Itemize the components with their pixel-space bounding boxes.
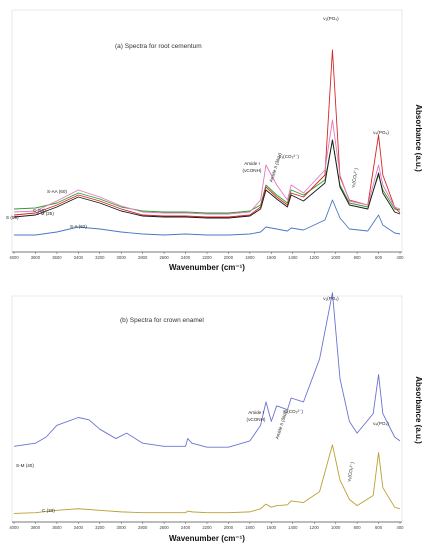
series-label: S (59) bbox=[6, 215, 19, 220]
series-line bbox=[13, 444, 401, 514]
x-tick-label: 600 bbox=[375, 525, 383, 530]
x-tick-label: 600 bbox=[375, 255, 383, 260]
series-line bbox=[14, 199, 401, 236]
x-tick-label: 4000 bbox=[9, 525, 19, 530]
x-tick-label: 2600 bbox=[159, 255, 169, 260]
band-label: ν₄(PO₄) bbox=[373, 421, 389, 426]
panel-a-x-ticks: 4000 3800 3600 3400 3200 3000 2800 2600 2400 2200… bbox=[9, 252, 404, 260]
x-tick-label: 3800 bbox=[31, 525, 41, 530]
x-tick-label: 1400 bbox=[288, 525, 298, 530]
panel-b: (b) Spectra for crown enamel Absorbance … bbox=[9, 292, 423, 543]
x-tick-label: 3400 bbox=[74, 255, 84, 260]
series-label: S-M (25) bbox=[36, 211, 54, 216]
x-tick-label: 2400 bbox=[181, 255, 191, 260]
x-tick-label: 4000 bbox=[9, 255, 19, 260]
series-label: S-A (62) bbox=[70, 224, 87, 229]
band-label: ν₄(PO₄) bbox=[373, 130, 389, 135]
band-label: Amide II (δNH) bbox=[269, 152, 283, 183]
band-label: ν₁(PO₄) bbox=[323, 296, 339, 301]
x-tick-label: 1800 bbox=[245, 255, 255, 260]
series-line bbox=[13, 139, 401, 214]
x-tick-label: 1600 bbox=[267, 525, 277, 530]
panel-a: (a) Spectra for root cementum Absorbance… bbox=[6, 9, 423, 272]
panel-a-xlabel: Wavenumber (cm⁻¹) bbox=[169, 263, 245, 272]
x-tick-label: 1000 bbox=[331, 255, 341, 260]
series-line bbox=[13, 119, 401, 215]
band-label: Amide I bbox=[248, 410, 264, 415]
x-tick-label: 2200 bbox=[202, 525, 212, 530]
panel-b-subtitle: (b) Spectra for crown enamel bbox=[120, 317, 204, 324]
panel-b-band-labels: ν₁(PO₄) ν₄(PO₄) ν₂(CO₃²⁻) ν₃(CO₃²⁻)Amide II… bbox=[247, 296, 390, 482]
x-tick-label: 1800 bbox=[245, 525, 255, 530]
x-tick-label: 2800 bbox=[138, 525, 148, 530]
panel-b-x-ticks: 4000 3800 3600 3400 3200 3000 2800 2600 2400 2200… bbox=[9, 522, 404, 530]
x-tick-label: 1000 bbox=[331, 525, 341, 530]
x-tick-label: 1600 bbox=[267, 255, 277, 260]
panel-b-series bbox=[13, 292, 401, 514]
panel-b-series-labels: S-M (40) C (33) bbox=[16, 463, 55, 513]
series-label: C (56) bbox=[33, 208, 46, 213]
x-tick-label: 400 bbox=[397, 255, 405, 260]
series-label: C (33) bbox=[42, 508, 55, 513]
x-tick-label: 1400 bbox=[288, 255, 298, 260]
x-tick-label: 2000 bbox=[224, 255, 234, 260]
series-line bbox=[13, 139, 401, 219]
band-label: ν₂(CO₃²⁻) bbox=[350, 167, 358, 188]
x-tick-label: 2000 bbox=[224, 525, 234, 530]
band-label: ν₁(PO₄) bbox=[323, 16, 339, 21]
x-tick-label: 800 bbox=[354, 255, 362, 260]
x-tick-label: 3400 bbox=[74, 525, 84, 530]
x-tick-label: 3000 bbox=[117, 525, 127, 530]
series-label: S-M (40) bbox=[16, 463, 34, 468]
x-tick-label: 3200 bbox=[95, 525, 105, 530]
panel-a-series bbox=[13, 49, 401, 236]
x-tick-label: 3200 bbox=[95, 255, 105, 260]
x-tick-label: 2400 bbox=[181, 525, 191, 530]
x-tick-label: 2200 bbox=[202, 255, 212, 260]
band-label: Amide I bbox=[244, 161, 260, 166]
band-label: ν₂(CO₃²⁻) bbox=[346, 461, 354, 482]
x-tick-label: 3600 bbox=[52, 525, 62, 530]
x-tick-label: 3600 bbox=[52, 255, 62, 260]
series-line bbox=[13, 292, 401, 448]
panel-a-ylabel: Absorbance (a.u.) bbox=[414, 104, 423, 172]
x-tick-label: 800 bbox=[354, 525, 362, 530]
x-tick-label: 1200 bbox=[310, 525, 320, 530]
x-tick-label: 3000 bbox=[117, 255, 127, 260]
panel-a-subtitle: (a) Spectra for root cementum bbox=[115, 43, 202, 50]
x-tick-label: 2800 bbox=[138, 255, 148, 260]
band-label: Amide II (δNH) bbox=[275, 409, 289, 440]
panel-a-series-labels: S (59) C (56) S-AA (60) S-M (25) S-A (62) bbox=[6, 189, 87, 229]
band-label: (νCONH) bbox=[247, 417, 266, 422]
band-label: ν₃(CO₃²⁻) bbox=[283, 409, 303, 414]
x-tick-label: 400 bbox=[397, 525, 405, 530]
x-tick-label: 1200 bbox=[310, 255, 320, 260]
panel-b-ylabel: Absorbance (a.u.) bbox=[414, 376, 423, 444]
series-label: S-AA (60) bbox=[47, 189, 67, 194]
panel-a-plot-frame bbox=[11, 9, 403, 253]
panel-b-xlabel: Wavenumber (cm⁻¹) bbox=[169, 534, 245, 543]
panel-a-band-labels: ν₁(PO₄) ν₄(PO₄) ν₂(CO₃²⁻) ν₃(CO₃²⁻)Amide II… bbox=[243, 16, 390, 188]
band-label: ν₃(CO₃²⁻) bbox=[279, 154, 299, 159]
band-label: (νCONH) bbox=[243, 168, 262, 173]
x-tick-label: 3800 bbox=[31, 255, 41, 260]
x-tick-label: 2600 bbox=[159, 525, 169, 530]
